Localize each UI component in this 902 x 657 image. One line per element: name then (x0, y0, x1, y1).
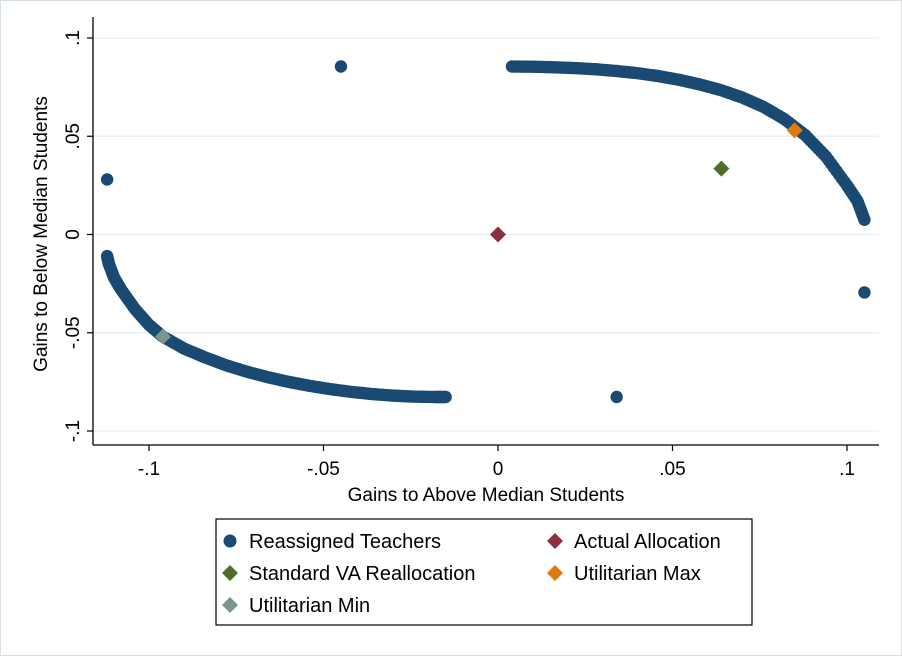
y-tick-label: .05 (63, 123, 84, 149)
y-axis-title: Gains to Below Median Students (31, 96, 52, 372)
x-tick-label: .05 (659, 459, 685, 480)
teacher-point (439, 390, 452, 404)
x-tick-label: .1 (839, 459, 855, 480)
legend-marker (222, 565, 238, 581)
legend-box (215, 518, 753, 626)
legend-marker (222, 597, 238, 613)
y-tick-label: -.05 (63, 316, 84, 349)
y-tick-label: .1 (63, 30, 84, 46)
legend-label: Standard VA Reallocation (249, 563, 475, 585)
legend-label: Actual Allocation (574, 531, 721, 553)
legend-items: Reassigned Teachers Actual Allocation Stan… (222, 531, 721, 617)
legend-marker (547, 565, 563, 581)
tick-layer: -.1 -.05 0 .05 .1 -.1 -.05 0 .05 .1 (63, 30, 855, 480)
standard-va-reallocation-point (713, 160, 730, 177)
legend-label: Utilitarian Max (574, 563, 701, 585)
x-tick-label: -.05 (307, 459, 340, 480)
marks-layer (100, 60, 871, 404)
legend-label: Reassigned Teachers (249, 531, 441, 553)
teacher-point (334, 60, 348, 73)
teacher-point (858, 213, 871, 226)
legend: Reassigned Teachers Actual Allocation Stan… (215, 518, 753, 626)
legend-marker (223, 534, 237, 548)
legend-label: Utilitarian Min (249, 595, 370, 617)
legend-marker (547, 533, 563, 549)
utilitarian-max-point (786, 122, 803, 139)
actual-allocation-point (490, 226, 506, 243)
x-tick-label: 0 (493, 459, 504, 480)
x-axis-title: Gains to Above Median Students (348, 485, 625, 506)
utilitarian-min-point (154, 328, 171, 345)
y-tick-label: 0 (63, 229, 84, 240)
teacher-point (100, 173, 114, 186)
plot-area-border (93, 17, 879, 445)
x-tick-label: -.1 (138, 459, 160, 480)
teacher-point (610, 390, 623, 404)
teacher-point (858, 286, 871, 299)
y-tick-label: -.1 (63, 420, 84, 442)
grid-layer (93, 37, 879, 432)
